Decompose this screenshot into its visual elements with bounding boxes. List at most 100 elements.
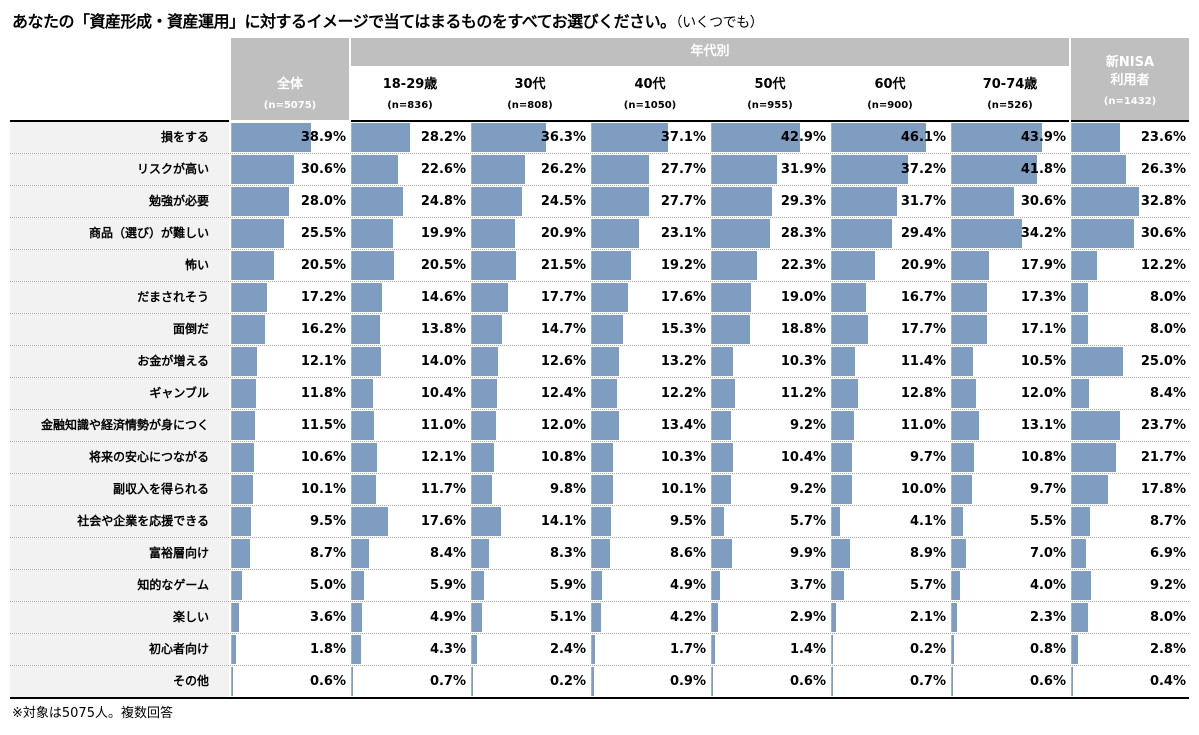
- value-label: 17.6%: [660, 290, 706, 305]
- bar: [832, 667, 834, 696]
- column-header: 新NISA 利用者 (n=1432): [1071, 38, 1189, 120]
- value-label: 32.8%: [1140, 194, 1186, 209]
- bar: [1072, 123, 1121, 152]
- bar: [832, 347, 856, 376]
- bar: [952, 475, 972, 504]
- value-label: 9.7%: [909, 450, 946, 465]
- value-label: 9.2%: [1149, 578, 1186, 593]
- value-label: 17.2%: [300, 290, 346, 305]
- column-n: (n=955): [747, 100, 793, 111]
- value-label: 8.0%: [1149, 290, 1186, 305]
- bar: [1072, 443, 1117, 472]
- bar: [712, 155, 778, 184]
- value-cell: 8.3%: [471, 539, 590, 568]
- value-label: 20.5%: [300, 258, 346, 273]
- value-label: 1.8%: [309, 642, 346, 657]
- value-label: 34.2%: [1020, 226, 1066, 241]
- footnote: ※対象は5075人。複数回答: [12, 706, 173, 721]
- value-cell: 17.6%: [591, 283, 710, 312]
- value-cell: 10.8%: [951, 443, 1070, 472]
- bar: [592, 219, 640, 248]
- value-cell: 1.4%: [711, 635, 830, 664]
- value-cell: 14.7%: [471, 315, 590, 344]
- value-label: 22.3%: [780, 258, 826, 273]
- bar: [592, 283, 628, 312]
- value-label: 27.7%: [660, 194, 706, 209]
- bar: [472, 379, 498, 408]
- value-label: 0.2%: [909, 642, 946, 657]
- table-row: 勉強が必要 28.0% 24.8% 24.5% 27.7% 29.3% 31.7% 30.6%…: [10, 186, 1189, 218]
- bar: [952, 635, 954, 664]
- value-cell: 19.2%: [591, 251, 710, 280]
- bar: [712, 411, 731, 440]
- bar: [592, 443, 613, 472]
- value-label: 10.1%: [660, 482, 706, 497]
- value-cell: 4.9%: [591, 571, 710, 600]
- bar: [472, 603, 483, 632]
- bar: [952, 539, 967, 568]
- bar: [592, 635, 596, 664]
- value-label: 8.3%: [549, 546, 586, 561]
- value-cell: 0.2%: [831, 635, 950, 664]
- bar: [1072, 251, 1097, 280]
- value-cell: 9.2%: [711, 475, 830, 504]
- bar: [712, 283, 751, 312]
- value-cell: 12.0%: [471, 411, 590, 440]
- value-cell: 31.9%: [711, 155, 830, 184]
- value-label: 30.6%: [1020, 194, 1066, 209]
- bar: [472, 539, 489, 568]
- value-cell: 2.1%: [831, 603, 950, 632]
- value-cell: 11.0%: [831, 411, 950, 440]
- bar: [472, 187, 522, 216]
- bar: [232, 571, 243, 600]
- value-cell: 37.1%: [591, 123, 710, 152]
- value-cell: 4.3%: [351, 635, 470, 664]
- value-label: 5.9%: [429, 578, 466, 593]
- bar: [832, 411, 855, 440]
- table-row: 金融知識や経済情勢が身につく 11.5% 11.0% 12.0% 13.4% 9.2% 11…: [10, 410, 1189, 442]
- value-cell: 9.7%: [831, 443, 950, 472]
- bar: [1072, 347, 1123, 376]
- value-cell: 10.3%: [711, 347, 830, 376]
- value-label: 2.3%: [1029, 610, 1066, 625]
- bar: [1072, 667, 1073, 696]
- value-cell: 0.4%: [1071, 667, 1190, 696]
- row-label: 楽しい: [10, 602, 229, 633]
- bar: [232, 123, 312, 152]
- bar: [352, 603, 362, 632]
- value-label: 9.8%: [549, 482, 586, 497]
- bar: [592, 475, 613, 504]
- value-label: 8.0%: [1149, 322, 1186, 337]
- row-label: 初心者向け: [10, 634, 229, 665]
- value-cell: 20.5%: [231, 251, 350, 280]
- value-label: 14.1%: [540, 514, 586, 529]
- value-cell: 21.5%: [471, 251, 590, 280]
- column-label: 60代: [874, 77, 906, 92]
- table-row: 怖い 20.5% 20.5% 21.5% 19.2% 22.3% 20.9% 17.9% 12.…: [10, 250, 1189, 282]
- bar: [232, 635, 236, 664]
- bar: [712, 475, 731, 504]
- bar: [952, 347, 974, 376]
- age-group-header: 年代別: [351, 38, 1069, 66]
- bar: [952, 155, 1038, 184]
- value-cell: 12.1%: [231, 347, 350, 376]
- value-label: 25.5%: [300, 226, 346, 241]
- value-cell: 13.2%: [591, 347, 710, 376]
- bar: [592, 603, 601, 632]
- bar: [352, 123, 410, 152]
- value-cell: 8.6%: [591, 539, 710, 568]
- bar: [832, 283, 867, 312]
- bar: [472, 475, 492, 504]
- value-label: 21.5%: [540, 258, 586, 273]
- column-n: (n=1432): [1103, 96, 1157, 107]
- value-cell: 28.3%: [711, 219, 830, 248]
- column-header: 18-29歳 (n=836): [351, 66, 469, 120]
- bar: [352, 315, 381, 344]
- value-label: 10.8%: [1020, 450, 1066, 465]
- table-row: 富裕層向け 8.7% 8.4% 8.3% 8.6% 9.9% 8.9% 7.0% 6.9%: [10, 538, 1189, 570]
- value-cell: 20.9%: [831, 251, 950, 280]
- bar: [1072, 571, 1091, 600]
- bar: [712, 443, 734, 472]
- value-label: 38.9%: [300, 130, 346, 145]
- value-label: 23.1%: [660, 226, 706, 241]
